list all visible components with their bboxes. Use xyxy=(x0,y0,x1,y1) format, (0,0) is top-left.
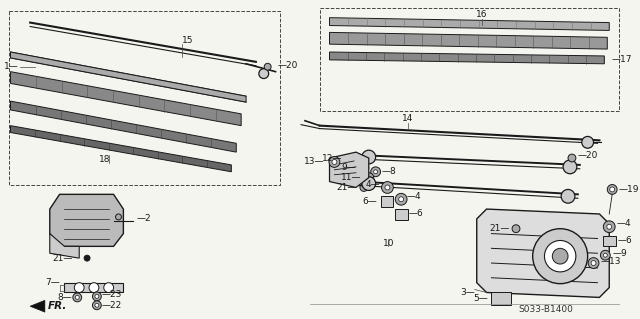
Text: 3—: 3— xyxy=(460,288,475,297)
Circle shape xyxy=(116,214,122,220)
Text: —20: —20 xyxy=(578,151,598,160)
Circle shape xyxy=(362,165,366,170)
Circle shape xyxy=(92,292,101,301)
Circle shape xyxy=(371,167,381,177)
Text: 21—: 21— xyxy=(52,254,72,263)
Circle shape xyxy=(359,163,369,173)
Text: 10: 10 xyxy=(383,239,394,248)
Circle shape xyxy=(399,197,404,202)
Circle shape xyxy=(95,303,99,307)
Circle shape xyxy=(332,160,337,164)
Circle shape xyxy=(561,189,575,203)
Text: 5—: 5— xyxy=(474,294,488,303)
Circle shape xyxy=(92,301,101,310)
Circle shape xyxy=(552,248,568,264)
Polygon shape xyxy=(10,72,241,126)
Polygon shape xyxy=(50,194,124,246)
Text: 18: 18 xyxy=(99,155,110,165)
Polygon shape xyxy=(330,52,604,64)
Text: 7—: 7— xyxy=(45,278,60,287)
Circle shape xyxy=(259,69,269,78)
Text: —4: —4 xyxy=(407,192,422,201)
Circle shape xyxy=(345,155,355,165)
Text: —23: —23 xyxy=(102,290,122,299)
Text: 15: 15 xyxy=(182,36,194,45)
Circle shape xyxy=(73,293,82,302)
Circle shape xyxy=(604,221,615,233)
Text: 12—: 12— xyxy=(322,153,342,162)
Circle shape xyxy=(89,283,99,293)
Circle shape xyxy=(396,193,407,205)
Text: 4—: 4— xyxy=(366,180,381,189)
Polygon shape xyxy=(10,126,231,172)
Text: 6—: 6— xyxy=(363,197,378,206)
Text: 1—: 1— xyxy=(4,62,19,71)
Circle shape xyxy=(512,225,520,233)
Polygon shape xyxy=(604,235,616,246)
Text: 9—: 9— xyxy=(341,163,356,172)
Text: —6: —6 xyxy=(617,236,632,245)
Circle shape xyxy=(84,255,90,261)
Polygon shape xyxy=(330,152,369,188)
Text: —20: —20 xyxy=(278,61,298,70)
Circle shape xyxy=(95,294,99,298)
Text: —2: —2 xyxy=(136,214,151,223)
Text: 21—: 21— xyxy=(490,224,510,233)
Circle shape xyxy=(588,258,599,269)
Circle shape xyxy=(563,160,577,174)
Text: —19: —19 xyxy=(618,185,639,194)
Circle shape xyxy=(374,170,378,174)
Polygon shape xyxy=(330,18,609,30)
Circle shape xyxy=(610,187,614,192)
Text: —4: —4 xyxy=(616,219,631,228)
Circle shape xyxy=(385,185,390,190)
Text: —6: —6 xyxy=(409,210,424,219)
Circle shape xyxy=(600,250,610,260)
Polygon shape xyxy=(396,209,408,220)
Circle shape xyxy=(604,253,607,257)
Circle shape xyxy=(362,177,376,190)
Text: —17: —17 xyxy=(611,56,632,64)
Polygon shape xyxy=(477,209,609,297)
Polygon shape xyxy=(381,196,394,207)
Text: 13—: 13— xyxy=(304,158,324,167)
Circle shape xyxy=(364,173,374,182)
Polygon shape xyxy=(492,293,511,305)
Circle shape xyxy=(362,150,376,164)
Polygon shape xyxy=(10,52,246,102)
Circle shape xyxy=(568,154,576,162)
Text: 16: 16 xyxy=(476,10,488,19)
Text: 8—: 8— xyxy=(58,293,72,302)
Polygon shape xyxy=(65,283,124,293)
Circle shape xyxy=(104,283,113,293)
Text: —8: —8 xyxy=(381,167,396,176)
Circle shape xyxy=(74,283,84,293)
Text: —9: —9 xyxy=(612,249,627,258)
Polygon shape xyxy=(30,300,45,312)
Circle shape xyxy=(264,63,271,70)
Text: 21—: 21— xyxy=(337,183,357,192)
Text: FR.: FR. xyxy=(48,301,67,311)
Circle shape xyxy=(545,241,576,272)
Circle shape xyxy=(381,182,394,193)
Circle shape xyxy=(532,229,588,284)
Text: —13: —13 xyxy=(600,256,621,266)
Polygon shape xyxy=(10,101,236,152)
Polygon shape xyxy=(330,33,607,49)
Circle shape xyxy=(582,137,593,148)
Text: 14: 14 xyxy=(403,114,413,123)
Polygon shape xyxy=(50,234,79,258)
Circle shape xyxy=(591,261,596,265)
Circle shape xyxy=(348,158,353,162)
Text: S033-B1400: S033-B1400 xyxy=(518,305,573,314)
Circle shape xyxy=(76,295,79,299)
Text: 11—: 11— xyxy=(341,173,362,182)
Circle shape xyxy=(607,224,612,229)
Text: —22: —22 xyxy=(102,301,122,310)
Circle shape xyxy=(607,184,617,194)
Circle shape xyxy=(329,157,340,167)
Circle shape xyxy=(360,183,368,191)
